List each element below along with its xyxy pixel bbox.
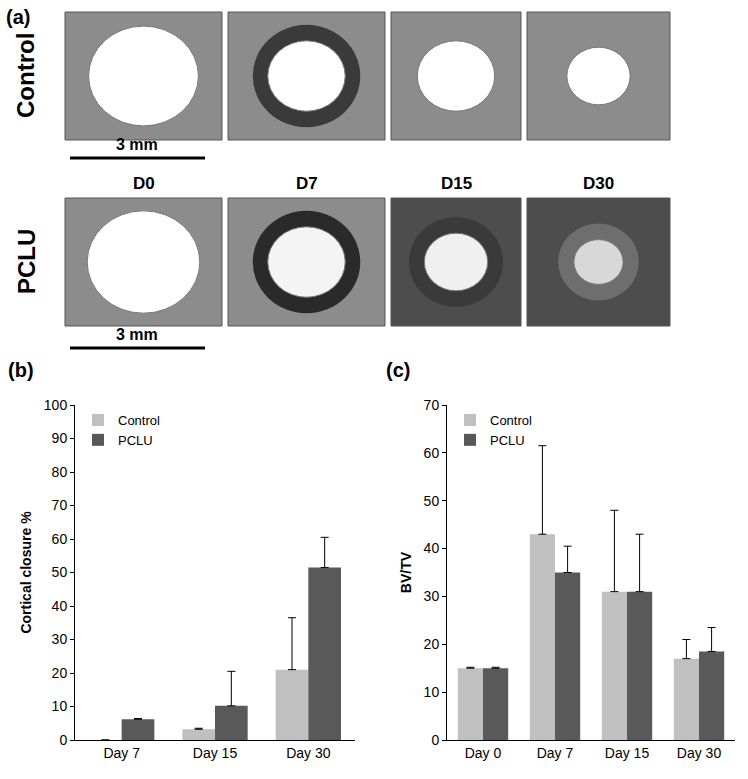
svg-text:20: 20 [52,665,68,681]
svg-text:Day 7: Day 7 [103,745,140,761]
svg-text:PCLU: PCLU [490,433,525,448]
svg-text:Control: Control [490,413,532,428]
svg-text:(b): (b) [8,359,34,381]
svg-text:Day 30: Day 30 [286,745,331,761]
svg-text:70: 70 [424,397,440,413]
svg-text:50: 50 [52,564,68,580]
svg-text:Cortical closure %: Cortical closure % [18,511,34,634]
svg-text:70: 70 [52,497,68,513]
svg-text:90: 90 [52,430,68,446]
svg-text:60: 60 [52,531,68,547]
svg-text:60: 60 [424,445,440,461]
svg-text:PCLU: PCLU [118,433,153,448]
svg-text:3 mm: 3 mm [116,136,158,153]
svg-text:Day 30: Day 30 [677,745,722,761]
svg-text:Day 0: Day 0 [465,745,502,761]
svg-text:Day 15: Day 15 [193,745,238,761]
svg-text:0: 0 [59,732,67,748]
svg-text:10: 10 [424,684,440,700]
svg-text:0: 0 [431,732,439,748]
svg-text:D7: D7 [296,174,318,193]
svg-text:10: 10 [52,698,68,714]
svg-text:D30: D30 [583,174,614,193]
svg-text:Day 15: Day 15 [605,745,650,761]
svg-text:D0: D0 [133,174,155,193]
svg-text:BV/TV: BV/TV [398,551,414,593]
svg-text:D15: D15 [441,174,472,193]
svg-text:20: 20 [424,636,440,652]
svg-text:3 mm: 3 mm [116,326,158,343]
svg-text:Control: Control [118,413,160,428]
svg-text:30: 30 [52,631,68,647]
svg-text:40: 40 [424,540,440,556]
svg-text:100: 100 [44,397,68,413]
svg-text:40: 40 [52,598,68,614]
svg-text:50: 50 [424,493,440,509]
svg-text:80: 80 [52,464,68,480]
svg-text:Control: Control [12,33,39,118]
svg-text:(c): (c) [386,359,410,381]
svg-text:30: 30 [424,588,440,604]
svg-text:PCLU: PCLU [13,229,40,294]
svg-text:(a): (a) [6,6,30,28]
svg-text:Day 7: Day 7 [537,745,574,761]
